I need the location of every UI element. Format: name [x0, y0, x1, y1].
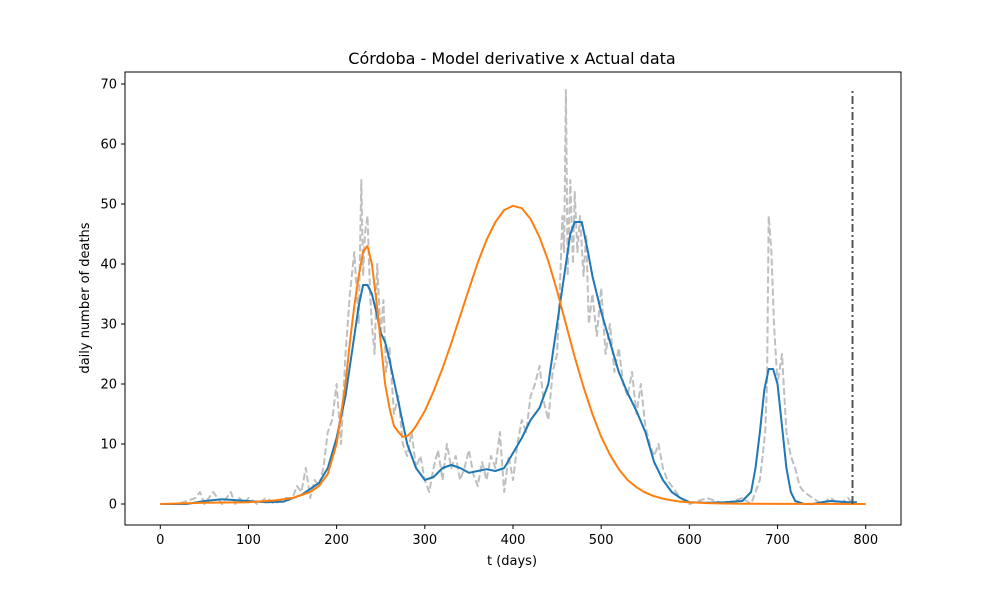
series-line-model-derivative	[160, 204, 866, 505]
x-tick-label: 600	[677, 533, 702, 548]
x-tick-label: 500	[589, 533, 614, 548]
y-tick-label: 10	[100, 438, 117, 453]
series-line-smoothed-data	[160, 221, 857, 505]
y-tick-label: 20	[100, 378, 117, 393]
x-tick-label: 100	[236, 533, 261, 548]
x-tick-label: 200	[324, 533, 349, 548]
plot-area	[160, 89, 866, 505]
x-axis-ticks: 0 100 200 300 400 500 600 700 800	[156, 525, 878, 548]
y-axis-label: daily number of deaths	[78, 222, 93, 373]
x-tick-label: 0	[156, 533, 164, 548]
y-tick-label: 70	[100, 78, 117, 93]
x-tick-label: 700	[765, 533, 790, 548]
x-tick-label: 300	[412, 533, 437, 548]
y-tick-label: 30	[100, 318, 117, 333]
y-tick-label: 0	[109, 498, 117, 513]
x-tick-label: 400	[501, 533, 526, 548]
y-tick-label: 40	[100, 258, 117, 273]
x-tick-label: 800	[853, 533, 878, 548]
series-line-actual-data	[160, 89, 854, 505]
y-axis-ticks: 0 10 20 30 40 50 60 70	[100, 78, 125, 513]
chart-title: Córdoba - Model derivative x Actual data	[348, 49, 675, 68]
y-tick-label: 60	[100, 138, 117, 153]
y-tick-label: 50	[100, 198, 117, 213]
x-axis-label: t (days)	[487, 554, 537, 569]
